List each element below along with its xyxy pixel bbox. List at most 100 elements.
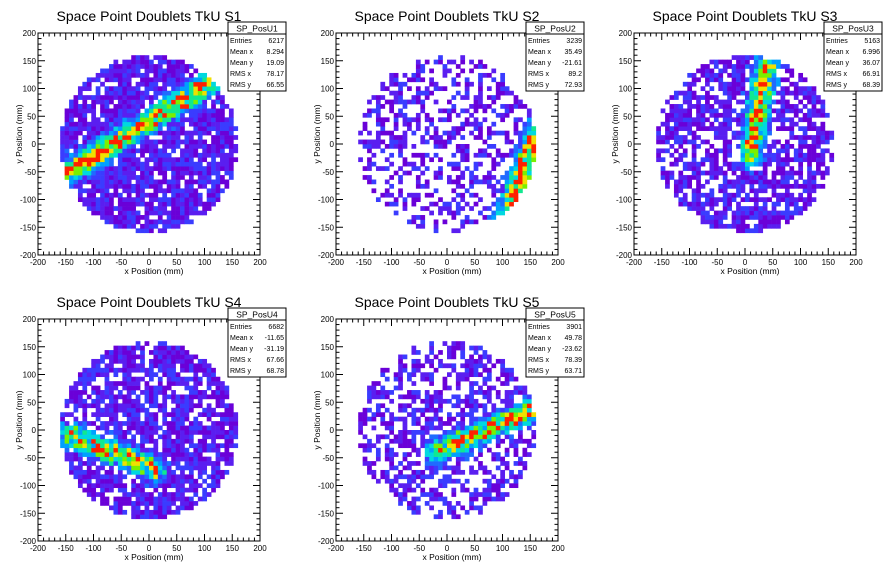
- heatmap-cell: [69, 122, 74, 127]
- heatmap-cell: [518, 408, 523, 413]
- heatmap-cell: [109, 363, 114, 368]
- heatmap-cell: [781, 104, 786, 109]
- heatmap-cell: [496, 148, 501, 153]
- heatmap-cell: [145, 108, 150, 113]
- heatmap-cell: [665, 140, 670, 145]
- heatmap-cell: [78, 122, 83, 127]
- heatmap-cell: [723, 193, 728, 198]
- heatmap-cell: [789, 108, 794, 113]
- heatmap-cell: [185, 153, 190, 158]
- heatmap-cell: [153, 359, 158, 364]
- heatmap-cell: [189, 197, 194, 202]
- heatmap-cell: [736, 166, 741, 171]
- heatmap-cell: [180, 403, 185, 408]
- heatmap-cell: [158, 434, 163, 439]
- heatmap-cell: [456, 421, 461, 426]
- heatmap-cell: [518, 403, 523, 408]
- heatmap-cell: [772, 184, 777, 189]
- heatmap-cell: [78, 457, 83, 462]
- heatmap-cell: [705, 219, 710, 224]
- heatmap-cell: [189, 144, 194, 149]
- heatmap-cell: [478, 466, 483, 471]
- heatmap-cell: [741, 228, 746, 233]
- heatmap-cell: [153, 457, 158, 462]
- heatmap-cell: [758, 219, 763, 224]
- heatmap-cell: [758, 122, 763, 127]
- heatmap-cell: [434, 175, 439, 180]
- heatmap-cell: [87, 86, 92, 91]
- heatmap-cell: [674, 131, 679, 136]
- heatmap-cell: [87, 439, 92, 444]
- heatmap-cell: [153, 386, 158, 391]
- heatmap-cell: [701, 117, 706, 122]
- heatmap-cell: [718, 148, 723, 153]
- heatmap-cell: [478, 452, 483, 457]
- heatmap-cell: [185, 131, 190, 136]
- heatmap-cell: [153, 69, 158, 74]
- heatmap-cell: [380, 117, 385, 122]
- heatmap-cell: [198, 461, 203, 466]
- heatmap-cell: [487, 359, 492, 364]
- heatmap-cell: [483, 470, 488, 475]
- heatmap-cell: [407, 117, 412, 122]
- heatmap-cell: [403, 363, 408, 368]
- heatmap-cell: [425, 113, 430, 118]
- heatmap-cell: [803, 153, 808, 158]
- heatmap-cell: [500, 457, 505, 462]
- heatmap-cell: [732, 108, 737, 113]
- heatmap-cell: [447, 100, 452, 105]
- heatmap-cell: [118, 439, 123, 444]
- y-tick-label: 0: [628, 140, 633, 149]
- heatmap-cells: [656, 55, 834, 233]
- heatmap-cell: [496, 131, 501, 136]
- heatmap-cell: [149, 394, 154, 399]
- heatmap-cell: [434, 60, 439, 65]
- heatmap-cell: [105, 180, 110, 185]
- heatmap-cell: [683, 82, 688, 87]
- heatmap-cell: [736, 211, 741, 216]
- heatmap-cell: [772, 69, 777, 74]
- heatmap-cell: [820, 100, 825, 105]
- heatmap-cell: [136, 457, 141, 462]
- heatmap-cell: [171, 355, 176, 360]
- heatmap-cell: [447, 452, 452, 457]
- heatmap-cell: [491, 144, 496, 149]
- heatmap-cell: [211, 153, 216, 158]
- heatmap-cell: [87, 492, 92, 497]
- heatmap-cell: [82, 368, 87, 373]
- heatmap-cell: [656, 131, 661, 136]
- heatmap-cell: [140, 95, 145, 100]
- heatmap-cell: [709, 215, 714, 220]
- heatmap-cell: [438, 359, 443, 364]
- heatmap-cell: [411, 215, 416, 220]
- heatmap-cell: [167, 166, 172, 171]
- heatmap-cell: [705, 193, 710, 198]
- heatmap-cell: [127, 399, 132, 404]
- heatmap-cell: [153, 479, 158, 484]
- heatmap-cell: [789, 82, 794, 87]
- heatmap-cell: [807, 184, 812, 189]
- heatmap-cell: [483, 148, 488, 153]
- heatmap-cell: [451, 153, 456, 158]
- heatmap-cell: [140, 122, 145, 127]
- heatmap-cells: [60, 55, 238, 233]
- heatmap-cell: [158, 113, 163, 118]
- heatmap-cell: [443, 381, 448, 386]
- heatmap-cell: [407, 219, 412, 224]
- heatmap-cell: [443, 341, 448, 346]
- heatmap-cell: [367, 386, 372, 391]
- heatmap-cell: [189, 135, 194, 140]
- heatmap-cell: [65, 439, 70, 444]
- heatmap-cell: [820, 135, 825, 140]
- heatmap-cell: [443, 86, 448, 91]
- heatmap-cell: [202, 368, 207, 373]
- heatmap-cell: [87, 394, 92, 399]
- heatmap-cell: [727, 82, 732, 87]
- heatmap-cell: [131, 386, 136, 391]
- heatmap-cell: [91, 77, 96, 82]
- y-tick-label: 150: [23, 343, 37, 352]
- heatmap-cell: [758, 211, 763, 216]
- heatmap-cell: [398, 501, 403, 506]
- stats-key: Mean y: [230, 60, 253, 67]
- heatmap-cell: [714, 219, 719, 224]
